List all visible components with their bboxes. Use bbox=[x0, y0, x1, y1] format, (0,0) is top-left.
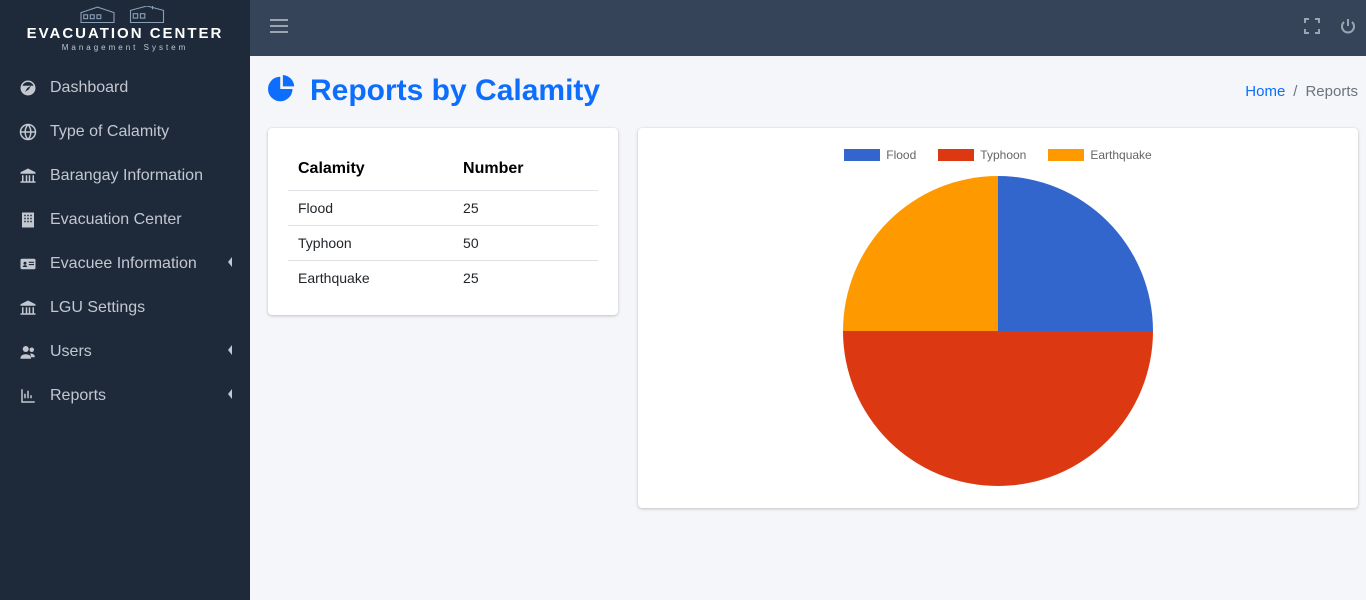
sidebar-item-type-of-calamity[interactable]: Type of Calamity bbox=[0, 110, 250, 154]
content-body: CalamityNumber Flood25Typhoon50Earthquak… bbox=[250, 118, 1366, 518]
legend-label: Earthquake bbox=[1090, 148, 1151, 162]
id-card-icon bbox=[18, 254, 38, 274]
sidebar-item-label: Dashboard bbox=[50, 79, 128, 97]
table-header: Calamity bbox=[288, 148, 453, 191]
power-icon[interactable] bbox=[1340, 18, 1356, 39]
chevron-left-icon bbox=[226, 255, 234, 273]
table-cell: 25 bbox=[453, 261, 598, 296]
sidebar-item-barangay-information[interactable]: Barangay Information bbox=[0, 154, 250, 198]
sidebar-item-label: Users bbox=[50, 343, 92, 361]
pie-chart-icon bbox=[268, 75, 296, 108]
table-header: Number bbox=[453, 148, 598, 191]
table-cell: 25 bbox=[453, 191, 598, 226]
chevron-left-icon bbox=[226, 343, 234, 361]
users-icon bbox=[18, 342, 38, 362]
sidebar-item-users[interactable]: Users bbox=[0, 330, 250, 374]
sidebar-item-evacuee-information[interactable]: Evacuee Information bbox=[0, 242, 250, 286]
brand-title: EVACUATION CENTER bbox=[27, 26, 224, 41]
sidebar-item-label: Type of Calamity bbox=[50, 123, 169, 141]
breadcrumb-separator: / bbox=[1293, 83, 1297, 100]
nav-list: Dashboard Type of Calamity Barangay Inform… bbox=[0, 56, 250, 418]
sidebar-item-evacuation-center[interactable]: Evacuation Center bbox=[0, 198, 250, 242]
sidebar-item-label: Reports bbox=[50, 387, 106, 405]
institution-icon bbox=[18, 166, 38, 186]
dashboard-icon bbox=[18, 78, 38, 98]
sidebar-item-label: Evacuee Information bbox=[50, 255, 197, 273]
sidebar: EVACUATION CENTER Management System Dash… bbox=[0, 0, 250, 600]
sidebar-item-label: Evacuation Center bbox=[50, 211, 182, 229]
menu-toggle-icon[interactable] bbox=[270, 19, 288, 38]
page-title: Reports by Calamity bbox=[310, 74, 600, 108]
institution-icon bbox=[18, 298, 38, 318]
sidebar-item-label: Barangay Information bbox=[50, 167, 203, 185]
calamity-table: CalamityNumber Flood25Typhoon50Earthquak… bbox=[288, 148, 598, 295]
legend-item[interactable]: Earthquake bbox=[1048, 148, 1151, 162]
table-row: Flood25 bbox=[288, 191, 598, 226]
legend-swatch bbox=[844, 149, 880, 161]
chart-icon bbox=[18, 386, 38, 406]
legend-item[interactable]: Typhoon bbox=[938, 148, 1026, 162]
chevron-left-icon bbox=[226, 387, 234, 405]
building-icon bbox=[18, 210, 38, 230]
legend-label: Flood bbox=[886, 148, 916, 162]
legend-item[interactable]: Flood bbox=[844, 148, 916, 162]
topbar bbox=[250, 0, 1366, 56]
calamity-pie-card: Flood Typhoon Earthquake bbox=[638, 128, 1358, 508]
legend-swatch bbox=[938, 149, 974, 161]
brand-subtitle: Management System bbox=[62, 43, 189, 52]
sidebar-item-reports[interactable]: Reports bbox=[0, 374, 250, 418]
sidebar-item-label: LGU Settings bbox=[50, 299, 145, 317]
table-cell: Typhoon bbox=[288, 226, 453, 261]
table-cell: Flood bbox=[288, 191, 453, 226]
table-row: Typhoon50 bbox=[288, 226, 598, 261]
main-panel: Reports by Calamity Home / Reports Calam… bbox=[250, 0, 1366, 600]
table-row: Earthquake25 bbox=[288, 261, 598, 296]
pie-chart bbox=[843, 176, 1153, 486]
brand-logo: EVACUATION CENTER Management System bbox=[0, 0, 250, 56]
legend-swatch bbox=[1048, 149, 1084, 161]
breadcrumb-home[interactable]: Home bbox=[1245, 83, 1285, 100]
pie-wrap bbox=[843, 174, 1153, 488]
fullscreen-icon[interactable] bbox=[1304, 18, 1320, 39]
chart-legend: Flood Typhoon Earthquake bbox=[844, 148, 1151, 162]
sidebar-item-lgu-settings[interactable]: LGU Settings bbox=[0, 286, 250, 330]
content-header: Reports by Calamity Home / Reports bbox=[250, 56, 1366, 118]
globe-icon bbox=[18, 122, 38, 142]
breadcrumb: Home / Reports bbox=[1245, 83, 1358, 100]
table-cell: Earthquake bbox=[288, 261, 453, 296]
calamity-table-card: CalamityNumber Flood25Typhoon50Earthquak… bbox=[268, 128, 618, 315]
table-cell: 50 bbox=[453, 226, 598, 261]
legend-label: Typhoon bbox=[980, 148, 1026, 162]
breadcrumb-current: Reports bbox=[1305, 83, 1358, 100]
sidebar-item-dashboard[interactable]: Dashboard bbox=[0, 66, 250, 110]
